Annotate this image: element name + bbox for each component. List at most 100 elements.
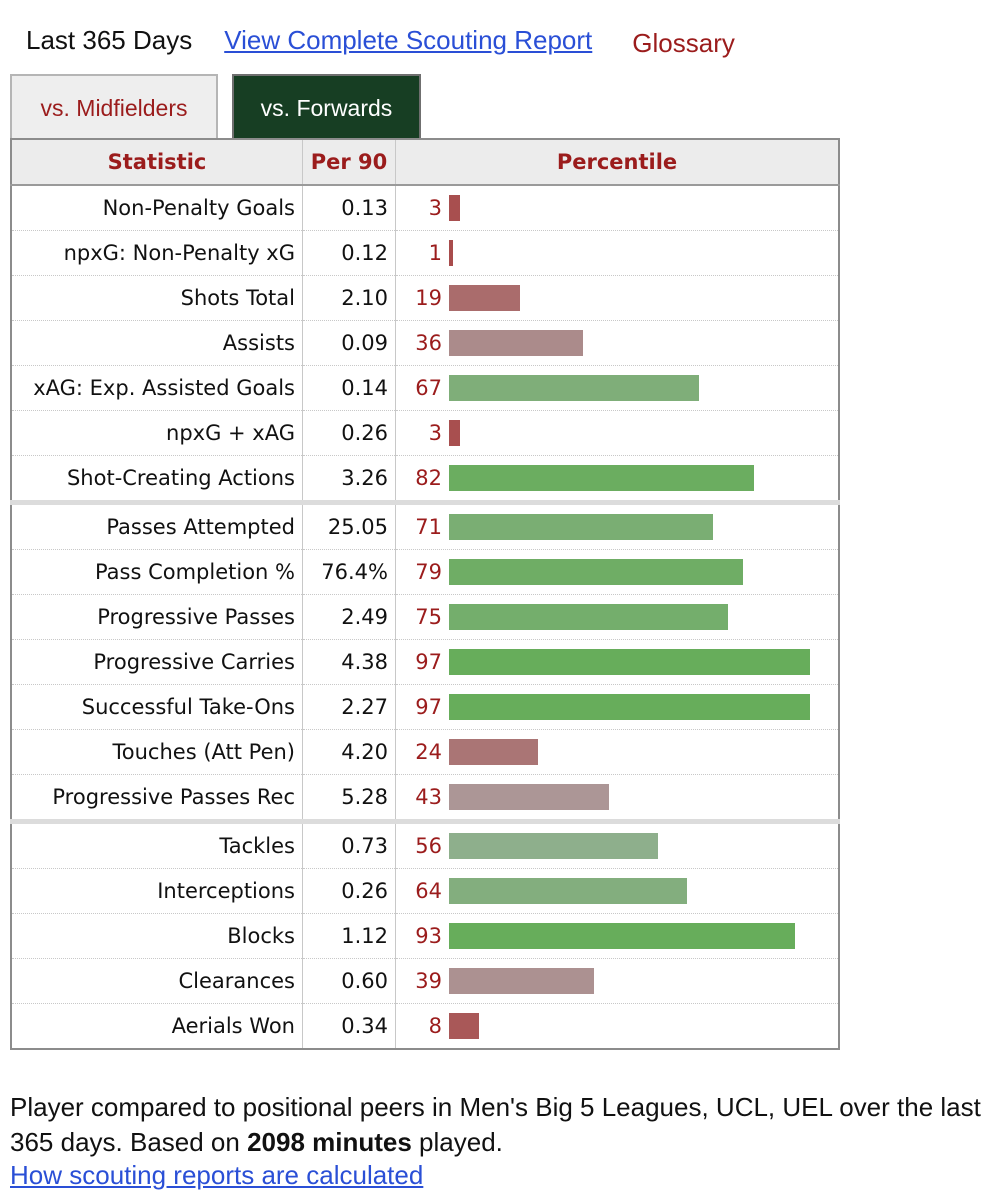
stat-name: Non-Penalty Goals — [11, 185, 303, 231]
stat-name: npxG + xAG — [11, 410, 303, 456]
stat-name: Pass Completion % — [11, 549, 303, 595]
column-header-per90[interactable]: Per 90 — [302, 139, 396, 186]
per90-value: 4.20 — [302, 729, 396, 775]
percentile-value: 36 — [415, 331, 442, 355]
percentile-value: 24 — [415, 740, 442, 764]
table-row: Clearances 0.60 39 — [11, 958, 839, 1004]
percentile-cell: 36 — [395, 320, 839, 366]
per90-value: 0.26 — [302, 868, 396, 914]
table-row: xAG: Exp. Assisted Goals 0.14 67 — [11, 365, 839, 411]
period-label: Last 365 Days — [26, 24, 193, 55]
table-row: Interceptions 0.26 64 — [11, 868, 839, 914]
percentile-bar — [449, 968, 594, 994]
table-row: Touches (Att Pen) 4.20 24 — [11, 729, 839, 775]
stat-name: Tackles — [11, 819, 303, 869]
table-row: Progressive Carries 4.38 97 — [11, 639, 839, 685]
table-row: Non-Penalty Goals 0.13 3 — [11, 185, 839, 231]
top-bar: Last 365 Days View Complete Scouting Rep… — [26, 20, 735, 60]
table-row: Successful Take-Ons 2.27 97 — [11, 684, 839, 730]
table-row: npxG + xAG 0.26 3 — [11, 410, 839, 456]
percentile-bar — [449, 330, 583, 356]
percentile-bar — [449, 739, 538, 765]
calculation-info-link[interactable]: How scouting reports are calculated — [10, 1160, 424, 1190]
percentile-value: 39 — [415, 969, 442, 993]
per90-value: 1.12 — [302, 913, 396, 959]
percentile-cell: 64 — [395, 868, 839, 914]
column-header-percentile[interactable]: Percentile — [395, 139, 839, 186]
percentile-value: 19 — [415, 286, 442, 310]
stat-name: Shots Total — [11, 275, 303, 321]
percentile-value: 56 — [415, 834, 442, 858]
percentile-bar — [449, 420, 460, 446]
table-row: Assists 0.09 36 — [11, 320, 839, 366]
percentile-bar — [449, 694, 810, 720]
percentile-cell: 67 — [395, 365, 839, 411]
percentile-bar — [449, 604, 728, 630]
percentile-value: 67 — [415, 376, 442, 400]
table-row: Blocks 1.12 93 — [11, 913, 839, 959]
percentile-bar — [449, 833, 658, 859]
scouting-report-link[interactable]: View Complete Scouting Report — [224, 24, 593, 55]
footnote-text: Player compared to positional peers in M… — [10, 1092, 981, 1157]
percentile-bar — [449, 559, 743, 585]
percentile-cell: 97 — [395, 684, 839, 730]
per90-value: 3.26 — [302, 455, 396, 503]
per90-value: 0.73 — [302, 819, 396, 869]
percentile-bar — [449, 923, 795, 949]
percentile-bar — [449, 375, 699, 401]
percentile-value: 75 — [415, 605, 442, 629]
table-row: npxG: Non-Penalty xG 0.12 1 — [11, 230, 839, 276]
percentile-cell: 19 — [395, 275, 839, 321]
tab-vs-forwards[interactable]: vs. Forwards — [232, 74, 421, 140]
percentile-bar — [449, 465, 754, 491]
percentile-value: 1 — [428, 241, 442, 265]
percentile-bar — [449, 195, 460, 221]
percentile-cell: 93 — [395, 913, 839, 959]
table-row: Passes Attempted 25.05 71 — [11, 500, 839, 550]
percentile-cell: 82 — [395, 455, 839, 503]
stat-name: npxG: Non-Penalty xG — [11, 230, 303, 276]
table-row: Progressive Passes 2.49 75 — [11, 594, 839, 640]
comparison-tabs: vs. Midfielders vs. Forwards — [10, 74, 421, 140]
percentile-cell: 3 — [395, 410, 839, 456]
percentile-bar — [449, 649, 810, 675]
percentile-bar — [449, 240, 453, 266]
stat-name: Interceptions — [11, 868, 303, 914]
table-body: Non-Penalty Goals 0.13 3 npxG: Non-Penalty … — [11, 185, 839, 1049]
percentile-cell: 75 — [395, 594, 839, 640]
stat-name: Progressive Passes Rec — [11, 774, 303, 822]
percentile-value: 82 — [415, 466, 442, 490]
percentile-bar — [449, 1013, 479, 1039]
per90-value: 0.14 — [302, 365, 396, 411]
percentile-cell: 56 — [395, 819, 839, 869]
stat-name: Progressive Passes — [11, 594, 303, 640]
table-row: Progressive Passes Rec 5.28 43 — [11, 774, 839, 822]
percentile-bar — [449, 784, 609, 810]
percentile-cell: 24 — [395, 729, 839, 775]
table-row: Tackles 0.73 56 — [11, 819, 839, 869]
footnote-suffix: played. — [411, 1127, 503, 1157]
per90-value: 76.4% — [302, 549, 396, 595]
per90-value: 2.10 — [302, 275, 396, 321]
percentile-value: 3 — [428, 421, 442, 445]
stat-name: Blocks — [11, 913, 303, 959]
per90-value: 0.09 — [302, 320, 396, 366]
percentile-cell: 8 — [396, 1004, 840, 1050]
per90-value: 25.05 — [302, 500, 396, 550]
percentile-cell: 1 — [395, 230, 839, 276]
tab-vs-midfielders[interactable]: vs. Midfielders — [10, 74, 218, 140]
percentile-value: 43 — [415, 785, 442, 809]
percentile-cell: 43 — [395, 774, 839, 822]
table-row: Shots Total 2.10 19 — [11, 275, 839, 321]
percentile-cell: 3 — [395, 185, 839, 231]
percentile-cell: 97 — [395, 639, 839, 685]
glossary-link[interactable]: Glossary — [632, 27, 735, 58]
per90-value: 2.49 — [302, 594, 396, 640]
column-header-statistic[interactable]: Statistic — [11, 139, 303, 186]
scouting-table: Statistic Per 90 Percentile Non-Penalty … — [10, 138, 840, 1050]
stat-name: Clearances — [11, 958, 303, 1004]
percentile-bar — [449, 878, 687, 904]
stat-name: Progressive Carries — [11, 639, 303, 685]
percentile-value: 93 — [415, 924, 442, 948]
per90-value: 0.13 — [302, 185, 396, 231]
